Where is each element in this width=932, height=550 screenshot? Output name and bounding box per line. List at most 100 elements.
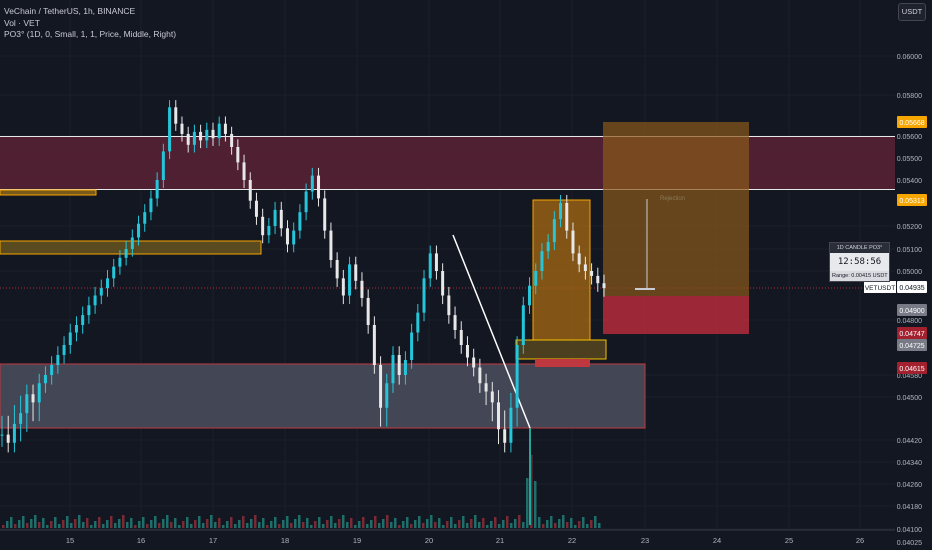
volume-bar: [326, 520, 329, 528]
volume-bar: [218, 518, 221, 528]
volume-bar: [530, 455, 533, 528]
volume-bar: [30, 519, 33, 528]
candle-body: [379, 365, 383, 408]
candle-body: [273, 209, 277, 226]
volume-bar: [486, 525, 489, 528]
x-tick-label: 22: [568, 536, 576, 545]
po3-table: 1D CANDLE PO3° 12:58:56 Range: 0.00415 U…: [829, 242, 890, 282]
volume-bar: [574, 525, 577, 528]
volume-bar: [86, 518, 89, 528]
volume-bar: [298, 515, 301, 528]
y-tick-label: 0.05100: [897, 247, 922, 254]
volume-bar: [42, 518, 45, 528]
volume-bar: [286, 516, 289, 528]
volume-bar: [506, 516, 509, 528]
volume-bar: [394, 518, 397, 528]
volume-bar: [170, 522, 173, 528]
chart-legend: VeChain / TetherUS, 1h, BINANCE Vol · VE…: [4, 6, 176, 41]
candle-body: [515, 345, 519, 408]
volume-bar: [46, 525, 49, 528]
volume-bar: [422, 523, 425, 528]
volume-bar: [402, 521, 405, 528]
price-label: 0.04615: [899, 366, 924, 373]
volume-bar: [186, 517, 189, 528]
volume-bar: [150, 520, 153, 528]
volume-bar: [538, 517, 541, 528]
candle-body: [360, 280, 364, 298]
candle-body: [348, 264, 352, 296]
candle-body: [422, 278, 426, 313]
volume-bar: [578, 521, 581, 528]
order-block-2: [0, 240, 262, 255]
candle-body: [62, 345, 66, 355]
volume-bar: [222, 525, 225, 528]
volume-bar: [166, 515, 169, 528]
volume-bar: [98, 517, 101, 528]
candle-body: [68, 332, 72, 345]
volume-bar: [582, 517, 585, 528]
candle-body: [168, 107, 172, 152]
volume-bar: [490, 521, 493, 528]
volume-bar: [414, 520, 417, 528]
candle-body: [465, 345, 469, 358]
volume-bar: [474, 515, 477, 528]
volume-bar: [482, 518, 485, 528]
candle-body: [137, 223, 141, 238]
candle-body: [205, 129, 209, 141]
volume-bar: [334, 523, 337, 528]
volume-bar: [162, 519, 165, 528]
volume-bar: [82, 522, 85, 528]
volume-bar: [558, 519, 561, 528]
volume-bar: [262, 518, 265, 528]
y-tick-label: 0.05600: [897, 134, 922, 141]
currency-button[interactable]: USDT: [898, 3, 926, 21]
candle-body: [106, 278, 110, 289]
x-tick-label: 25: [785, 536, 793, 545]
volume-bar: [598, 523, 601, 528]
x-axis[interactable]: 15 16 17 18 19 20 21 22 23 24 25 26: [0, 529, 895, 545]
volume-bar: [374, 516, 377, 528]
candle-body: [6, 434, 10, 443]
volume-bar: [426, 519, 429, 528]
volume-bars: [2, 455, 601, 528]
candle-body: [441, 271, 445, 296]
candle-body: [490, 391, 494, 403]
candle-body: [434, 253, 438, 271]
volume-bar: [386, 515, 389, 528]
price-label-bg: [897, 281, 927, 293]
symbol-line[interactable]: VeChain / TetherUS, 1h, BINANCE: [4, 6, 136, 16]
candle-body: [25, 394, 29, 414]
y-axis-bg: [895, 0, 932, 550]
vol-line[interactable]: Vol · VET: [4, 17, 40, 28]
candle-body: [192, 131, 196, 145]
y-tick-label: 0.04500: [897, 395, 922, 402]
y-axis[interactable]: 0.06000 0.05800 0.05600 0.05500 0.05400 0.052…: [864, 0, 932, 550]
y-tick-label: 0.04260: [897, 482, 922, 489]
price-label-bg: [897, 339, 927, 351]
candle-body: [236, 147, 240, 163]
price-label-bg: [897, 362, 927, 374]
candle-body: [416, 312, 420, 333]
po3-line[interactable]: PO3° (1D, 0, Small, 1, 1, Price, Middle,…: [4, 29, 177, 39]
candle-body: [81, 315, 85, 325]
candle-body: [149, 198, 153, 213]
y-tick-label: 0.04420: [897, 438, 922, 445]
candle-body: [329, 230, 333, 260]
volume-bar: [122, 515, 125, 528]
resistance-zone: [0, 136, 895, 190]
volume-bar: [398, 525, 401, 528]
volume-bar: [498, 524, 501, 528]
candle-body: [199, 131, 203, 141]
candle-body: [459, 330, 463, 345]
candle-body: [74, 325, 78, 333]
price-label-bg: [897, 116, 927, 128]
candle-body: [565, 203, 569, 231]
volume-bar: [362, 517, 365, 528]
volume-bar: [274, 517, 277, 528]
drawings: Rejection: [0, 122, 749, 429]
volume-bar: [154, 516, 157, 528]
x-tick-label: 17: [209, 536, 217, 545]
volume-bar: [54, 517, 57, 528]
volume-bar: [198, 516, 201, 528]
